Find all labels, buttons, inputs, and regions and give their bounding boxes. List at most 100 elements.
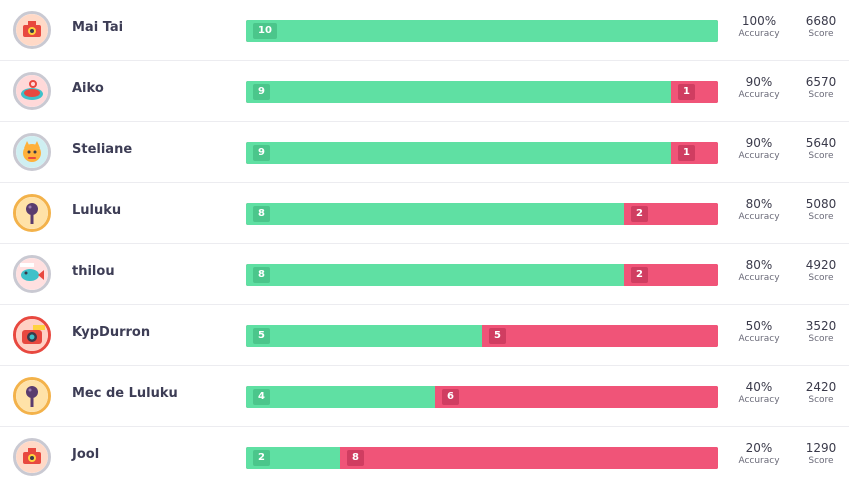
accuracy-value: 40% <box>745 380 773 394</box>
incorrect-count: 2 <box>631 267 648 283</box>
answer-bar: 9 1 <box>246 142 718 164</box>
correct-segment: 8 <box>246 264 624 286</box>
accuracy-stat: 80% Accuracy <box>731 257 787 284</box>
correct-count: 8 <box>253 206 270 222</box>
incorrect-count: 1 <box>678 84 695 100</box>
correct-segment: 4 <box>246 386 435 408</box>
player-name: Luluku <box>72 203 122 218</box>
player-name: Jool <box>72 447 100 462</box>
score-stat: 5640 Score <box>797 135 845 162</box>
turntable-icon <box>16 75 48 107</box>
accuracy-label: Accuracy <box>738 395 780 405</box>
accuracy-label: Accuracy <box>738 29 780 39</box>
leaderboard-row: Jool 2 8 20% Accuracy 1290 Score <box>0 427 849 488</box>
leaderboard-row: Mai Tai 10 100% Accuracy 6680 Score <box>0 0 849 61</box>
microphone-icon <box>16 197 48 229</box>
correct-segment: 8 <box>246 203 624 225</box>
incorrect-segment: 8 <box>340 447 718 469</box>
incorrect-segment: 1 <box>671 81 718 103</box>
incorrect-segment: 2 <box>624 203 718 225</box>
player-avatar <box>13 255 51 293</box>
correct-count: 10 <box>253 23 277 39</box>
score-label: Score <box>808 456 834 466</box>
score-value: 5640 <box>805 136 837 150</box>
player-avatar <box>13 194 51 232</box>
accuracy-value: 90% <box>745 75 773 89</box>
accuracy-label: Accuracy <box>738 273 780 283</box>
cat-icon <box>16 136 48 168</box>
player-name: thilou <box>72 264 115 279</box>
correct-count: 2 <box>253 450 270 466</box>
correct-count: 9 <box>253 84 270 100</box>
accuracy-value: 80% <box>745 197 773 211</box>
incorrect-segment: 6 <box>435 386 718 408</box>
leaderboard-row: Mec de Luluku 4 6 40% Accuracy 2420 Scor… <box>0 366 849 427</box>
score-stat: 5080 Score <box>797 196 845 223</box>
correct-count: 4 <box>253 389 270 405</box>
accuracy-value: 100% <box>741 14 777 28</box>
camera-robot-icon <box>16 14 48 46</box>
accuracy-label: Accuracy <box>738 90 780 100</box>
answer-bar: 10 <box>246 20 718 42</box>
player-name: KypDurron <box>72 325 151 340</box>
accuracy-value: 20% <box>745 441 773 455</box>
accuracy-stat: 50% Accuracy <box>731 318 787 345</box>
correct-segment: 5 <box>246 325 482 347</box>
score-label: Score <box>808 395 834 405</box>
answer-bar: 8 2 <box>246 264 718 286</box>
incorrect-count: 2 <box>631 206 648 222</box>
score-value: 6570 <box>805 75 837 89</box>
leaderboard-row: Steliane 9 1 90% Accuracy 5640 Score <box>0 122 849 183</box>
correct-count: 8 <box>253 267 270 283</box>
score-stat: 3520 Score <box>797 318 845 345</box>
score-label: Score <box>808 90 834 100</box>
answer-bar: 4 6 <box>246 386 718 408</box>
score-stat: 4920 Score <box>797 257 845 284</box>
camera-icon <box>16 319 48 351</box>
accuracy-stat: 90% Accuracy <box>731 135 787 162</box>
score-stat: 1290 Score <box>797 440 845 467</box>
score-value: 3520 <box>805 319 837 333</box>
answer-bar: 2 8 <box>246 447 718 469</box>
accuracy-label: Accuracy <box>738 151 780 161</box>
leaderboard-row: thilou 8 2 80% Accuracy 4920 Score <box>0 244 849 305</box>
accuracy-stat: 90% Accuracy <box>731 74 787 101</box>
answer-bar: 9 1 <box>246 81 718 103</box>
score-stat: 6680 Score <box>797 13 845 40</box>
accuracy-value: 50% <box>745 319 773 333</box>
incorrect-count: 1 <box>678 145 695 161</box>
player-avatar <box>13 11 51 49</box>
score-value: 2420 <box>805 380 837 394</box>
incorrect-segment: 5 <box>482 325 718 347</box>
leaderboard-row: KypDurron 5 5 50% Accuracy 3520 Score <box>0 305 849 366</box>
accuracy-label: Accuracy <box>738 456 780 466</box>
incorrect-segment: 2 <box>624 264 718 286</box>
accuracy-value: 90% <box>745 136 773 150</box>
accuracy-label: Accuracy <box>738 334 780 344</box>
score-label: Score <box>808 29 834 39</box>
camera-robot-icon <box>16 441 48 473</box>
accuracy-stat: 100% Accuracy <box>731 13 787 40</box>
score-value: 5080 <box>805 197 837 211</box>
incorrect-count: 8 <box>347 450 364 466</box>
answer-bar: 8 2 <box>246 203 718 225</box>
player-name: Mai Tai <box>72 20 124 35</box>
correct-segment: 2 <box>246 447 340 469</box>
incorrect-count: 6 <box>442 389 459 405</box>
incorrect-segment: 1 <box>671 142 718 164</box>
correct-count: 5 <box>253 328 270 344</box>
score-stat: 2420 Score <box>797 379 845 406</box>
accuracy-value: 80% <box>745 258 773 272</box>
microphone-icon <box>16 380 48 412</box>
score-stat: 6570 Score <box>797 74 845 101</box>
answer-bar: 5 5 <box>246 325 718 347</box>
player-avatar <box>13 133 51 171</box>
score-value: 6680 <box>805 14 837 28</box>
player-name: Steliane <box>72 142 133 157</box>
score-value: 4920 <box>805 258 837 272</box>
leaderboard-row: Aiko 9 1 90% Accuracy 6570 Score <box>0 61 849 122</box>
player-avatar <box>13 438 51 476</box>
accuracy-stat: 20% Accuracy <box>731 440 787 467</box>
incorrect-count: 5 <box>489 328 506 344</box>
